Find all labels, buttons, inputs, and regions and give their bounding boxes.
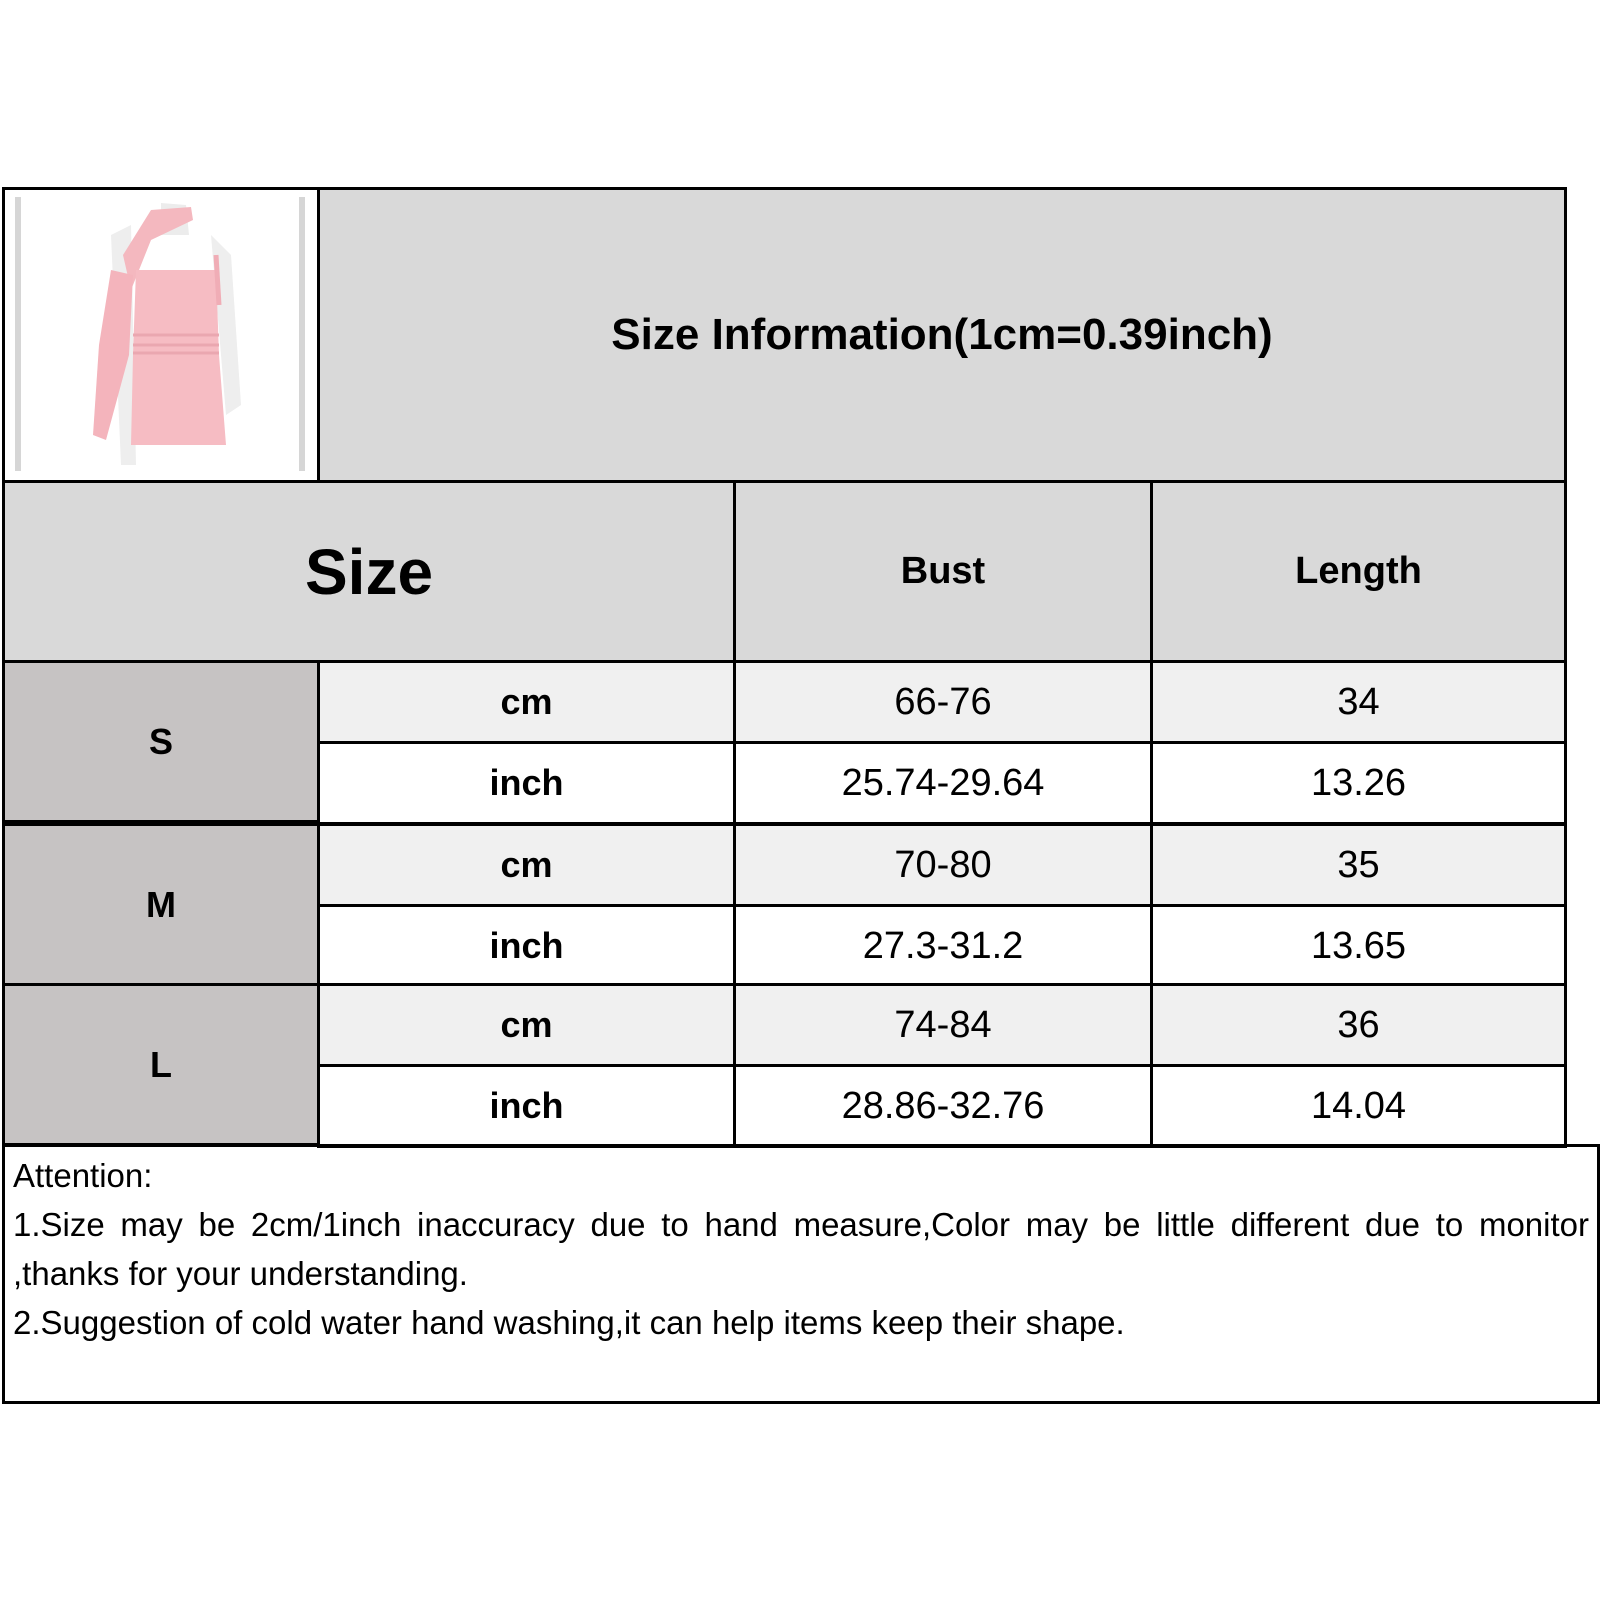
dress-image-icon — [15, 197, 305, 471]
size-header-cell: Size — [2, 480, 736, 663]
length-value: 34 — [1150, 660, 1567, 744]
unit-label: inch — [317, 904, 736, 988]
length-value: 14.04 — [1150, 1064, 1567, 1148]
length-value: 35 — [1150, 823, 1567, 907]
length-value: 13.65 — [1150, 904, 1567, 988]
bust-value: 66-76 — [733, 660, 1153, 744]
unit-label: cm — [317, 823, 736, 907]
chart-title: Size Information(1cm=0.39inch) — [611, 310, 1273, 359]
length-header: Length — [1150, 480, 1567, 663]
product-image-cell — [2, 187, 320, 483]
size-label-l: L — [2, 983, 320, 1146]
notes-heading: Attention: — [13, 1157, 153, 1194]
bust-value: 74-84 — [733, 983, 1153, 1067]
length-value: 13.26 — [1150, 741, 1567, 825]
attention-notes: Attention: 1.Size may be 2cm/1inch inacc… — [2, 1144, 1600, 1404]
note-item: 1.Size may be 2cm/1inch inaccuracy due t… — [13, 1206, 1589, 1292]
bust-value: 28.86-32.76 — [733, 1064, 1153, 1148]
size-label-m: M — [2, 823, 320, 986]
bust-value: 70-80 — [733, 823, 1153, 907]
bust-value: 27.3-31.2 — [733, 904, 1153, 988]
unit-label: cm — [317, 660, 736, 744]
bust-value: 25.74-29.64 — [733, 741, 1153, 825]
length-value: 36 — [1150, 983, 1567, 1067]
bust-header: Bust — [733, 480, 1153, 663]
unit-label: inch — [317, 1064, 736, 1148]
unit-label: inch — [317, 741, 736, 825]
size-label-s: S — [2, 660, 320, 823]
title-cell: Size Information(1cm=0.39inch) — [317, 187, 1567, 483]
unit-label: cm — [317, 983, 736, 1067]
note-item: 2.Suggestion of cold water hand washing,… — [13, 1304, 1125, 1341]
size-header: Size — [304, 535, 434, 608]
